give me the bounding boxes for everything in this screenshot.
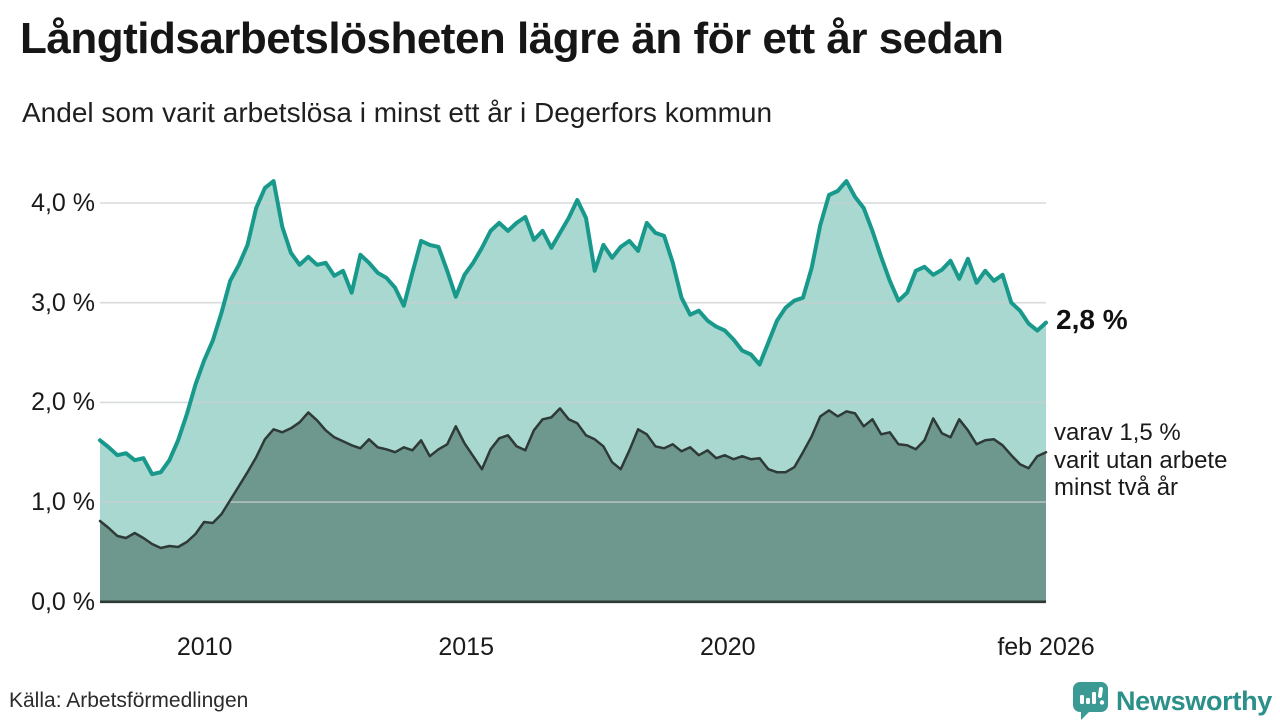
latest-value-annotation: 2,8 % bbox=[1056, 304, 1128, 335]
y-tick-label: 3,0 % bbox=[31, 288, 95, 317]
x-tick-label: feb 2026 bbox=[997, 633, 1095, 661]
x-tick-label: 2015 bbox=[438, 633, 494, 661]
y-tick-label: 4,0 % bbox=[31, 189, 95, 217]
y-tick-label: 1,0 % bbox=[31, 488, 95, 517]
x-tick-label: 2020 bbox=[699, 633, 756, 661]
page-title: Långtidsarbetslösheten lägre än för ett … bbox=[20, 14, 1004, 63]
newsworthy-logo: Newsworthy bbox=[1072, 681, 1272, 721]
newsworthy-logo-text: Newsworthy bbox=[1115, 685, 1272, 716]
y-tick-label: 2,0 % bbox=[31, 388, 95, 417]
y-tick-label: 0,0 % bbox=[31, 587, 95, 616]
secondary-series-annotation: varav 1,5 % varit utan arbete minst två … bbox=[1054, 419, 1228, 501]
newsworthy-logo-icon bbox=[1072, 682, 1108, 720]
x-tick-label: 2010 bbox=[176, 633, 233, 661]
page-subtitle: Andel som varit arbetslösa i minst ett å… bbox=[22, 97, 773, 128]
source-attribution: Källa: Arbetsförmedlingen bbox=[9, 689, 249, 712]
